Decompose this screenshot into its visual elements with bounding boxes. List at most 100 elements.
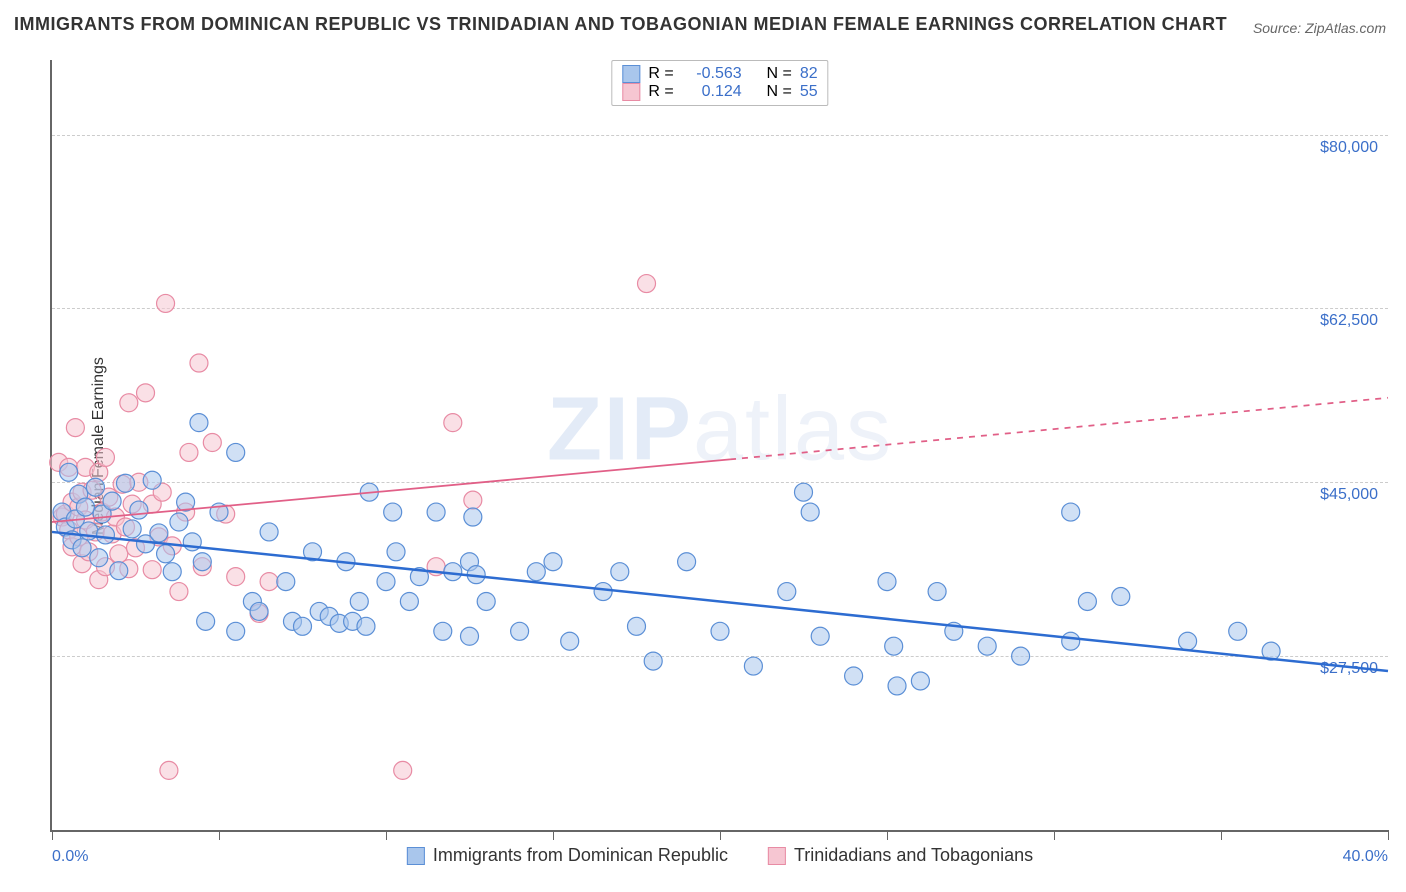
- point-series-a: [227, 443, 245, 461]
- x-tick-mark: [1054, 830, 1055, 840]
- point-series-a: [357, 617, 375, 635]
- swatch-series-a-icon: [407, 847, 425, 865]
- point-series-a: [544, 553, 562, 571]
- point-series-b: [394, 761, 412, 779]
- point-series-b: [464, 491, 482, 509]
- point-series-a: [678, 553, 696, 571]
- point-series-a: [1078, 592, 1096, 610]
- x-tick-label-max: 40.0%: [1343, 848, 1388, 866]
- point-series-a: [888, 677, 906, 695]
- point-series-a: [801, 503, 819, 521]
- point-series-a: [250, 602, 268, 620]
- point-series-a: [193, 553, 211, 571]
- legend-series: Immigrants from Dominican Republic Trini…: [407, 845, 1033, 866]
- point-series-a: [811, 627, 829, 645]
- point-series-a: [527, 563, 545, 581]
- point-series-b: [120, 394, 138, 412]
- point-series-a: [434, 622, 452, 640]
- point-series-a: [795, 483, 813, 501]
- value-r-a: -0.563: [682, 65, 742, 83]
- point-series-a: [464, 508, 482, 526]
- x-tick-mark: [887, 830, 888, 840]
- chart-svg: [52, 60, 1388, 830]
- legend-stats-row-b: R = 0.124 N = 55: [622, 83, 817, 101]
- point-series-a: [150, 524, 168, 542]
- legend-item-b: Trinidadians and Tobagonians: [768, 845, 1033, 866]
- swatch-series-b-icon: [768, 847, 786, 865]
- point-series-a: [130, 501, 148, 519]
- point-series-a: [260, 523, 278, 541]
- x-tick-mark: [219, 830, 220, 840]
- label-r: R =: [648, 65, 673, 83]
- legend-label-b: Trinidadians and Tobagonians: [794, 845, 1033, 866]
- point-series-a: [778, 583, 796, 601]
- point-series-a: [170, 513, 188, 531]
- point-series-a: [461, 627, 479, 645]
- point-series-b: [143, 561, 161, 579]
- point-series-a: [427, 503, 445, 521]
- point-series-a: [384, 503, 402, 521]
- swatch-series-a-icon: [622, 65, 640, 83]
- point-series-a: [1179, 632, 1197, 650]
- point-series-a: [477, 592, 495, 610]
- point-series-a: [377, 573, 395, 591]
- legend-stats-row-a: R = -0.563 N = 82: [622, 65, 817, 83]
- point-series-a: [911, 672, 929, 690]
- point-series-b: [203, 434, 221, 452]
- point-series-a: [845, 667, 863, 685]
- point-series-a: [744, 657, 762, 675]
- point-series-a: [197, 612, 215, 630]
- x-tick-mark: [1221, 830, 1222, 840]
- value-n-b: 55: [800, 83, 818, 101]
- point-series-a: [143, 471, 161, 489]
- x-tick-mark: [52, 830, 53, 840]
- point-series-a: [644, 652, 662, 670]
- point-series-a: [227, 622, 245, 640]
- x-tick-mark: [1388, 830, 1389, 840]
- trendline-series-b-dashed: [730, 398, 1388, 460]
- point-series-b: [170, 583, 188, 601]
- point-series-b: [137, 384, 155, 402]
- point-series-a: [511, 622, 529, 640]
- legend-label-a: Immigrants from Dominican Republic: [433, 845, 728, 866]
- point-series-a: [444, 563, 462, 581]
- point-series-a: [1012, 647, 1030, 665]
- label-n: N =: [767, 83, 792, 101]
- x-tick-mark: [386, 830, 387, 840]
- point-series-a: [561, 632, 579, 650]
- swatch-series-b-icon: [622, 83, 640, 101]
- point-series-a: [163, 563, 181, 581]
- point-series-a: [73, 539, 91, 557]
- point-series-b: [160, 761, 178, 779]
- point-series-a: [277, 573, 295, 591]
- point-series-a: [103, 492, 121, 510]
- point-series-a: [1112, 588, 1130, 606]
- point-series-a: [123, 520, 141, 538]
- x-tick-label-min: 0.0%: [52, 848, 88, 866]
- point-series-a: [110, 562, 128, 580]
- point-series-a: [387, 543, 405, 561]
- value-n-a: 82: [800, 65, 818, 83]
- point-series-a: [294, 617, 312, 635]
- point-series-b: [444, 414, 462, 432]
- point-series-a: [116, 474, 134, 492]
- point-series-b: [66, 419, 84, 437]
- label-n: N =: [767, 65, 792, 83]
- point-series-a: [885, 637, 903, 655]
- plot-area: ZIPatlas R = -0.563 N = 82 R = 0.124 N =…: [50, 60, 1388, 832]
- point-series-a: [594, 583, 612, 601]
- x-tick-mark: [553, 830, 554, 840]
- point-series-a: [76, 498, 94, 516]
- point-series-a: [878, 573, 896, 591]
- point-series-b: [157, 294, 175, 312]
- point-series-a: [978, 637, 996, 655]
- point-series-a: [711, 622, 729, 640]
- point-series-a: [350, 592, 368, 610]
- point-series-a: [1062, 632, 1080, 650]
- point-series-b: [96, 448, 114, 466]
- point-series-a: [60, 463, 78, 481]
- point-series-b: [227, 568, 245, 586]
- point-series-b: [190, 354, 208, 372]
- x-tick-mark: [720, 830, 721, 840]
- point-series-b: [180, 443, 198, 461]
